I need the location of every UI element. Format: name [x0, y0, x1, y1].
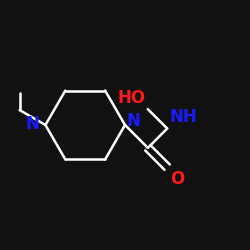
Text: HO: HO — [117, 89, 145, 107]
Text: N: N — [126, 112, 140, 130]
Text: O: O — [170, 170, 184, 188]
Text: N: N — [25, 115, 39, 133]
Text: NH: NH — [170, 108, 198, 126]
